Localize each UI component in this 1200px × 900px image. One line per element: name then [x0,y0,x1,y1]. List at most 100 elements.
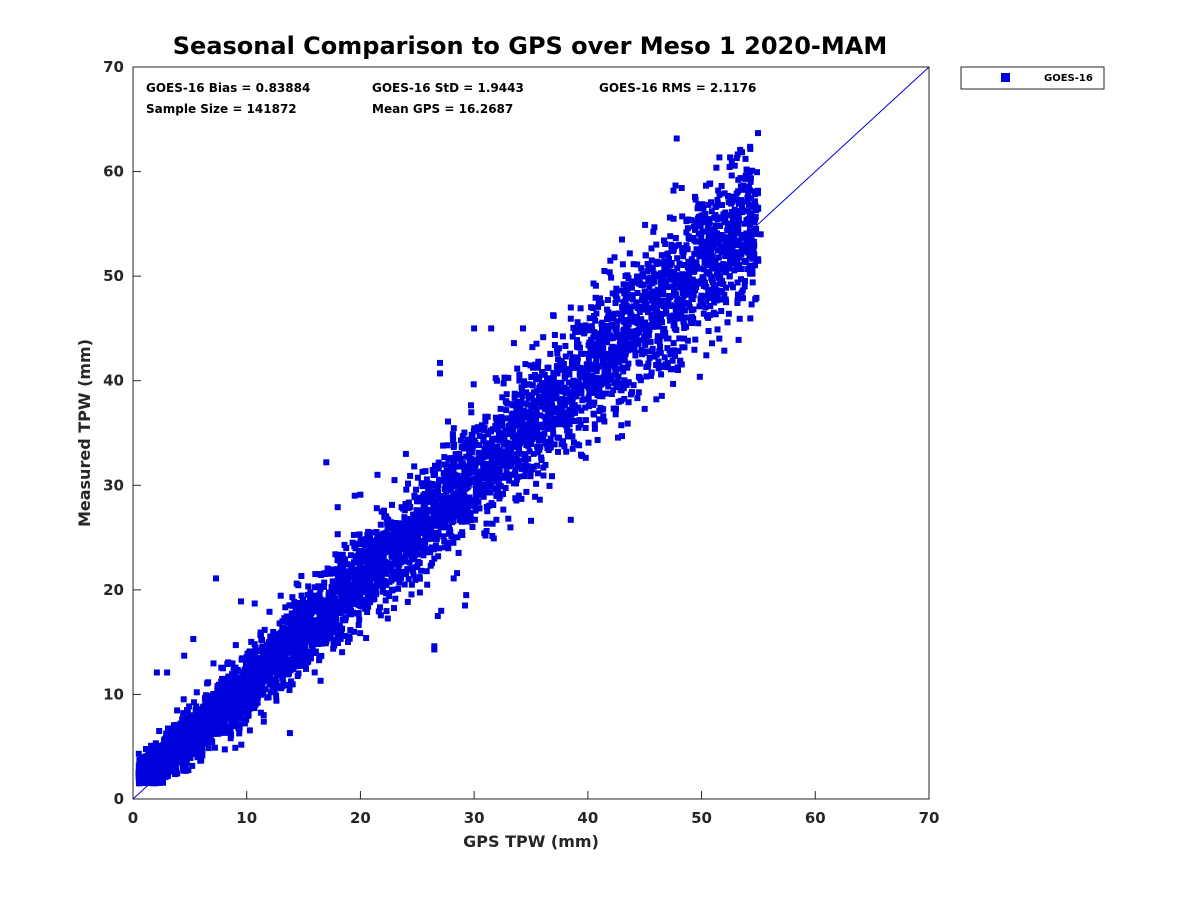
data-point [551,441,558,448]
data-point [692,193,698,200]
data-point [620,308,626,315]
data-point [315,619,322,626]
data-point [696,253,703,260]
data-point [551,332,558,338]
data-point [731,213,738,220]
data-point [686,304,693,311]
data-point [369,590,376,597]
data-point [308,642,315,649]
data-point [531,372,538,378]
data-point [136,769,143,776]
data-point [647,290,654,297]
data-point [494,426,501,433]
data-point [555,448,561,455]
data-point [140,756,147,763]
data-point [373,529,380,536]
data-point [308,632,315,639]
data-point [273,692,280,699]
data-point [357,591,364,598]
data-point [729,284,736,291]
data-point [698,234,705,241]
data-point [726,164,733,170]
data-point [596,296,603,303]
data-point [461,485,468,492]
data-point [440,533,447,540]
data-point [430,518,437,525]
data-point [492,423,499,430]
data-point [259,681,266,688]
data-point [203,715,210,722]
data-point [277,592,284,599]
data-point [476,442,482,449]
data-point [360,586,367,593]
data-point [480,487,487,494]
data-point [247,698,254,705]
data-point [461,479,468,486]
data-point [201,703,208,710]
data-point [742,155,749,162]
data-point [332,551,339,558]
data-point [676,260,683,267]
data-point [422,503,429,510]
data-point [231,685,238,692]
data-point [686,289,692,296]
data-point [720,211,727,218]
data-point [562,409,569,416]
data-point [469,524,476,530]
data-point [574,343,580,350]
data-point [273,697,280,704]
data-point [525,433,532,440]
data-point [504,431,510,437]
data-point [661,325,668,332]
data-point [606,335,613,342]
data-point [739,201,746,208]
data-point [340,588,347,595]
data-point [539,403,546,410]
data-point [584,362,591,369]
data-point [505,374,512,381]
data-point [605,383,612,390]
data-point [184,732,191,739]
data-point [450,437,457,444]
data-point [705,314,712,321]
data-point [285,671,292,678]
data-point [591,425,598,432]
data-point [602,328,609,335]
data-point [644,348,651,355]
data-point [715,187,722,194]
data-point [376,582,383,589]
data-point [299,650,306,657]
data-point [630,382,637,389]
data-point [743,238,750,245]
data-point [418,567,425,574]
data-point [402,558,409,565]
data-point [638,337,645,344]
data-point [486,483,493,490]
data-point [679,213,686,220]
data-point [628,312,635,319]
data-point [551,342,558,348]
data-point [305,638,312,644]
data-point [708,226,715,233]
data-point [734,300,741,306]
data-point [381,513,388,520]
data-point [357,597,364,604]
data-point [389,501,395,508]
data-point [329,620,336,626]
data-point [236,730,243,737]
data-point [628,284,635,291]
data-point [148,762,154,769]
data-point [325,595,332,602]
data-point [270,629,277,635]
data-point [565,379,572,386]
data-point [607,257,614,264]
data-point [660,297,667,304]
data-point [299,625,306,632]
data-point [183,760,190,767]
data-point [636,324,643,331]
data-point [246,706,253,712]
data-point [450,539,457,546]
data-point [158,758,165,765]
data-point [506,477,513,484]
data-point [616,359,623,366]
